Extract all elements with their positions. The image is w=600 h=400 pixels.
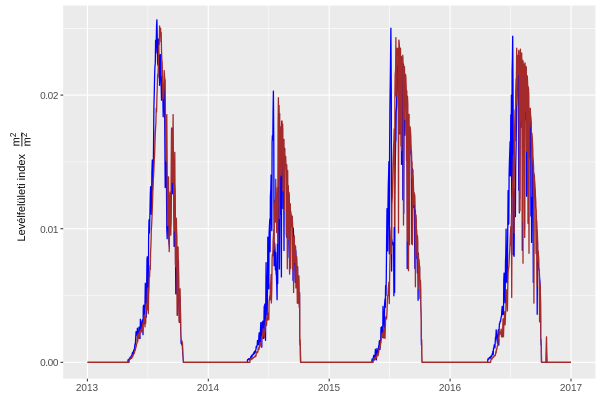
svg-text:m2: m2 xyxy=(20,132,34,146)
svg-text:Levélfelületi index: Levélfelületi index xyxy=(16,154,28,242)
